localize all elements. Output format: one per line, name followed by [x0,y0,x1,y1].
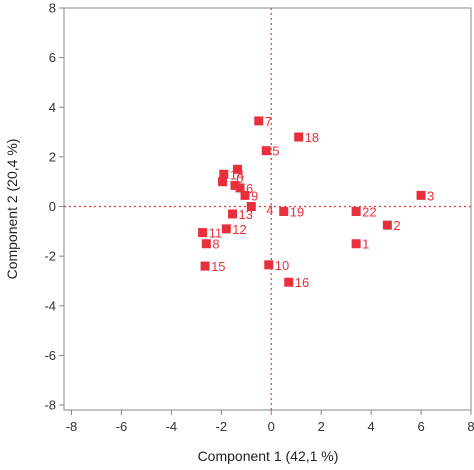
data-point-label: 19 [290,204,304,219]
y-tick-label: 2 [49,149,56,164]
x-tick-label: 8 [467,419,474,434]
data-point-label: 2 [393,218,400,233]
data-point-marker [351,206,361,216]
data-point-marker [230,180,240,190]
x-tick-label: -8 [66,419,78,434]
x-tick-label: 4 [368,419,375,434]
data-point-marker [416,190,426,200]
data-point-marker [219,169,229,179]
data-point-label: 11 [209,226,223,241]
data-point-label: 6 [246,181,253,196]
x-tick-label: 0 [268,419,275,434]
y-tick-label: 4 [49,100,56,115]
data-point-marker [261,146,271,156]
data-point-marker [201,239,211,249]
y-tick-label: -8 [44,398,56,413]
data-point-marker [233,164,243,174]
data-point-label: 14 [230,167,244,182]
data-point-label: 16 [295,275,309,290]
y-tick-label: -6 [44,348,56,363]
y-tick-label: 6 [49,50,56,65]
plot-frame [63,7,472,411]
data-point-marker [235,183,245,193]
data-point-label: 22 [362,204,376,219]
data-point-marker [351,239,361,249]
data-point-label: 10 [275,258,289,273]
y-tick-label: 8 [49,1,56,16]
data-point-label: 4 [266,202,273,217]
x-axis-ticks: -8 -6 -4 -2 0 2 4 6 8 [66,410,474,434]
data-point-marker [200,261,210,271]
data-point-label: 1 [362,237,369,252]
data-point-marker [240,190,250,200]
data-point-label: 7 [265,114,272,129]
data-point-label: 12 [232,222,246,237]
data-point-marker [264,260,274,270]
x-tick-label: 2 [318,419,325,434]
data-point-label: 18 [305,130,319,145]
data-point-marker [382,220,392,230]
data-point-marker [279,206,289,216]
data-point-label: 13 [239,207,253,222]
data-point-label: 5 [272,144,279,159]
y-tick-label: -4 [44,298,56,313]
y-tick-label: 0 [49,199,56,214]
data-point-label: 15 [211,259,225,274]
data-point-marker [198,228,208,238]
data-point-marker [284,277,294,287]
data-points [198,116,426,287]
x-tick-label: 6 [417,419,424,434]
y-tick-label: -2 [44,249,56,264]
y-axis-title: Component 2 (20,4 %) [4,139,20,280]
data-point-label: 9 [251,188,258,203]
data-point-marker [228,209,238,219]
x-tick-label: -6 [116,419,128,434]
data-point-label: 3 [427,188,434,203]
data-point-marker [246,202,256,212]
data-point-marker [218,177,228,187]
x-tick-label: -2 [216,419,228,434]
data-point-marker [294,132,304,142]
x-tick-label: -4 [166,419,178,434]
y-axis-ticks: -8 -6 -4 -2 0 2 4 6 8 [44,1,64,413]
x-axis-title: Component 1 (42,1 %) [198,448,339,464]
data-point-marker [221,224,231,234]
data-point-label: 8 [212,237,219,252]
data-point-marker [254,116,264,126]
data-point-label: 0 [236,171,243,186]
